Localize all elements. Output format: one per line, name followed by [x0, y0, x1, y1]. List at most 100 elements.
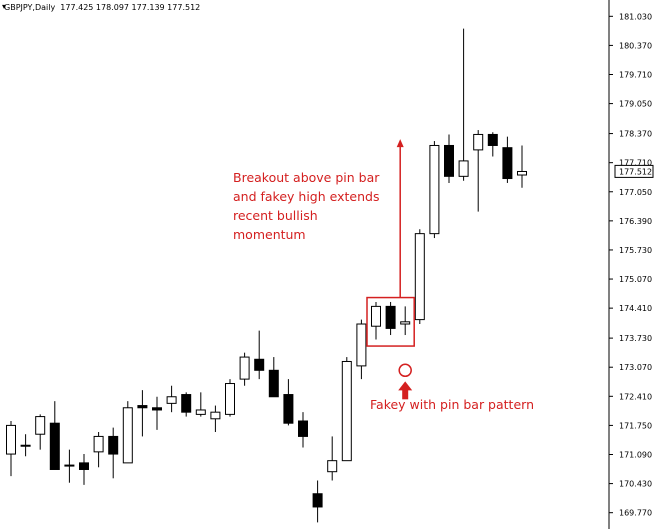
candle: [152, 396, 162, 430]
fakey-annotation: Fakey with pin bar pattern: [370, 397, 534, 412]
bull-candle-body: [64, 464, 75, 467]
candle: [298, 412, 308, 448]
fakey-arrow-head: [398, 381, 413, 391]
bear-candle-body: [181, 394, 192, 413]
candle: [400, 306, 411, 336]
tick-label: 169.770: [619, 509, 652, 518]
axis-tick: 176.390: [609, 217, 652, 226]
candle: [79, 454, 89, 485]
chart-menu-icon[interactable]: ▾: [2, 2, 7, 11]
axis-tick: 175.730: [609, 246, 652, 255]
bull-candle-body: [327, 460, 338, 473]
tick-label: 171.750: [619, 421, 652, 430]
tick-label: 173.730: [619, 334, 652, 343]
tick-label: 181.030: [619, 12, 652, 21]
candle: [458, 28, 469, 181]
axis-tick: 172.410: [609, 392, 652, 401]
price-tag-label: 177.512: [619, 167, 652, 176]
bull-candle-body: [93, 435, 104, 453]
bull-candle-body: [473, 133, 484, 151]
axis-tick: 177.710: [609, 159, 652, 168]
annotation-overlay: [366, 139, 415, 400]
candle: [239, 352, 250, 386]
candle: [122, 401, 133, 464]
bull-candle-body: [20, 444, 31, 447]
breakout-annotation: Breakout above pin bar and fakey high ex…: [233, 168, 379, 244]
axis-tick: 173.070: [609, 363, 652, 372]
axis-tick: 171.090: [609, 450, 652, 459]
axis-tick: 178.370: [609, 130, 652, 139]
candle: [49, 401, 60, 470]
bear-candle-body: [152, 407, 162, 411]
axis-tick: 169.770: [609, 509, 652, 518]
bull-candle-body: [195, 409, 206, 415]
bull-candle-body: [239, 356, 250, 380]
price-tag-box: [614, 164, 654, 178]
breakout-line-2: and fakey high extends: [233, 189, 380, 204]
axis-tick: 180.370: [609, 41, 652, 50]
bull-candle-body: [517, 170, 527, 176]
candle: [254, 330, 265, 380]
bull-candle-body: [225, 383, 235, 415]
candle: [473, 130, 484, 212]
candle: [517, 145, 527, 188]
candle: [166, 385, 177, 413]
bear-candle-body: [49, 422, 60, 470]
candle: [283, 379, 294, 426]
breakout-arrow-head: [396, 139, 404, 148]
candle: [225, 379, 235, 417]
tick-label: 177.710: [619, 159, 652, 168]
candle: [181, 392, 192, 417]
bear-candle-body: [312, 493, 323, 508]
candle: [108, 427, 119, 479]
tick-label: 179.710: [619, 71, 652, 80]
tick-label: 172.410: [619, 392, 652, 401]
symbol-label: GBPJPY,Daily: [4, 3, 56, 12]
candle: [268, 357, 279, 398]
candle: [341, 357, 352, 462]
tick-label: 180.370: [619, 41, 652, 50]
candle: [35, 414, 46, 450]
bear-candle-body: [79, 462, 89, 470]
candle: [414, 229, 425, 325]
axis-tick: 177.050: [609, 188, 652, 197]
bear-candle-body: [283, 394, 294, 424]
bear-candle-body: [108, 435, 119, 455]
candle: [385, 301, 396, 336]
fakey-arrow-shaft: [402, 389, 409, 400]
axis-tick: 174.410: [609, 304, 652, 313]
current-price-tag: 177.512: [614, 164, 654, 178]
bear-candle-body: [254, 358, 265, 371]
bull-candle-body: [400, 321, 411, 325]
candle: [312, 480, 323, 523]
tick-label: 170.430: [619, 480, 652, 489]
axis-tick: 175.070: [609, 275, 652, 284]
ohlc-values: 177.425 178.097 177.139 177.512: [60, 3, 201, 12]
bear-candle-body: [487, 133, 498, 146]
tick-label: 175.730: [619, 246, 652, 255]
breakout-line-4: momentum: [233, 227, 306, 242]
bull-candle-body: [6, 424, 16, 455]
price-axis: 181.030 180.370 179.710 179.050 178.370 177.7…: [608, 0, 654, 529]
tick-label: 177.050: [619, 188, 652, 197]
candle: [487, 132, 498, 157]
axis-tick: 173.730: [609, 334, 652, 343]
axis-tick: 170.430: [609, 480, 652, 489]
bull-candle-body: [210, 411, 221, 420]
bull-candle-body: [429, 144, 440, 235]
axis-tick: 179.710: [609, 71, 652, 80]
fakey-low-circle: [398, 363, 412, 378]
pattern-highlight-box: [366, 296, 415, 347]
candle: [429, 141, 440, 239]
candle: [356, 319, 367, 380]
bull-candle-body: [35, 416, 46, 435]
tick-label: 179.050: [619, 100, 652, 109]
candle: [444, 134, 454, 183]
candles-layer: [6, 28, 527, 523]
breakout-line-1: Breakout above pin bar: [233, 170, 380, 185]
candle: [137, 390, 148, 437]
tick-label: 176.390: [619, 217, 652, 226]
candle: [6, 420, 16, 477]
axis-tick: 181.030: [609, 12, 652, 21]
